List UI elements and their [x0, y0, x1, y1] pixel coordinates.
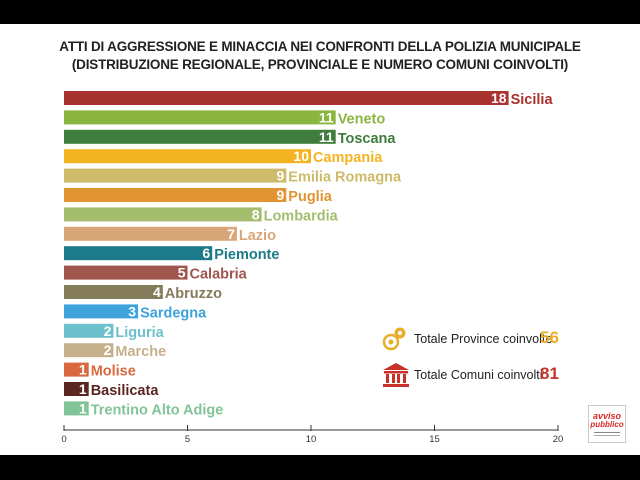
- category-label: Toscana: [338, 131, 397, 147]
- bar: [64, 304, 139, 319]
- bar-value-label: 9: [277, 168, 285, 184]
- bar: [64, 382, 89, 396]
- category-label: Lombardia: [264, 208, 339, 224]
- bar-value-label: 9: [277, 187, 285, 203]
- legend: Totale Province coinvolte 56 Totale Comu…: [382, 326, 582, 396]
- category-label: Veneto: [338, 111, 386, 127]
- chart-title: ATTI DI AGGRESSIONE E MINACCIA NEI CONFR…: [0, 38, 640, 74]
- chart-title-line-1: ATTI DI AGGRESSIONE E MINACCIA NEI CONFR…: [59, 39, 581, 54]
- chart-canvas: ATTI DI AGGRESSIONE E MINACCIA NEI CONFR…: [0, 24, 640, 455]
- category-label: Sardegna: [140, 305, 207, 321]
- bar: [64, 129, 336, 144]
- category-label: Puglia: [288, 189, 332, 205]
- category-label: Piemonte: [214, 247, 279, 263]
- bar-value-label: 10: [293, 148, 309, 164]
- bar-value-label: 4: [153, 284, 161, 300]
- chart-title-line-2: (DISTRIBUZIONE REGIONALE, PROVINCIALE E …: [71, 57, 569, 72]
- legend-comuni: Totale Comuni coinvolti 81: [382, 362, 582, 388]
- bar-value-label: 1: [79, 400, 87, 416]
- bar: [64, 285, 163, 299]
- bar: [64, 188, 287, 202]
- bar-value-label: 8: [252, 206, 260, 222]
- bar: [64, 207, 262, 222]
- bar-value-label: 11: [319, 109, 334, 125]
- category-label: Trentino Alto Adige: [91, 402, 224, 418]
- category-label: Lazio: [239, 228, 276, 244]
- category-label: Basilicata: [91, 383, 160, 399]
- bar: [64, 362, 89, 377]
- category-label: Liguria: [115, 325, 164, 341]
- bar: [64, 149, 311, 164]
- map-pin-icon: [382, 327, 406, 351]
- category-label: Sicilia: [511, 92, 554, 108]
- logo-text-1: avviso: [592, 411, 622, 421]
- category-label: Emilia Romagna: [288, 170, 402, 186]
- category-label: Campania: [313, 150, 383, 166]
- logo-text-2: pubblico: [590, 420, 624, 429]
- legend-comuni-value: 81: [540, 364, 559, 383]
- bar: [64, 168, 287, 183]
- bar: [64, 323, 114, 338]
- x-tick-label: 15: [429, 434, 440, 445]
- legend-province-label: Totale Province coinvolte: [414, 332, 553, 346]
- legend-province-value: 56: [540, 328, 559, 347]
- bar-value-label: 3: [128, 303, 136, 319]
- x-tick-label: 0: [61, 434, 66, 445]
- bar-value-label: 5: [178, 265, 186, 281]
- bar-value-label: 6: [202, 245, 210, 261]
- logo-rule: [594, 432, 620, 433]
- bar-value-label: 1: [79, 362, 87, 378]
- category-label: Abruzzo: [165, 286, 222, 302]
- bar-value-label: 2: [104, 323, 112, 339]
- legend-province: Totale Province coinvolte 56: [382, 326, 582, 352]
- bar: [64, 91, 509, 105]
- x-tick-label: 10: [306, 434, 317, 445]
- bar: [64, 110, 336, 125]
- bar-value-label: 1: [79, 381, 87, 397]
- category-label: Marche: [115, 344, 166, 360]
- bar: [64, 246, 213, 261]
- x-tick-label: 20: [553, 434, 564, 445]
- town-hall-icon: [383, 363, 409, 387]
- bar-value-label: 11: [319, 129, 334, 145]
- bar: [64, 265, 188, 280]
- bar-value-label: 2: [104, 342, 112, 358]
- category-label: Calabria: [190, 267, 248, 283]
- category-label: Molise: [91, 364, 136, 380]
- bar: [64, 401, 89, 416]
- bar-value-label: 18: [491, 90, 507, 106]
- bar: [64, 343, 114, 358]
- logo-rule: [594, 435, 620, 436]
- legend-comuni-label: Totale Comuni coinvolti: [414, 368, 543, 382]
- bar-value-label: 7: [227, 226, 235, 242]
- x-tick-label: 5: [185, 434, 190, 445]
- bar: [64, 226, 237, 241]
- avviso-pubblico-logo: avviso pubblico: [588, 405, 626, 443]
